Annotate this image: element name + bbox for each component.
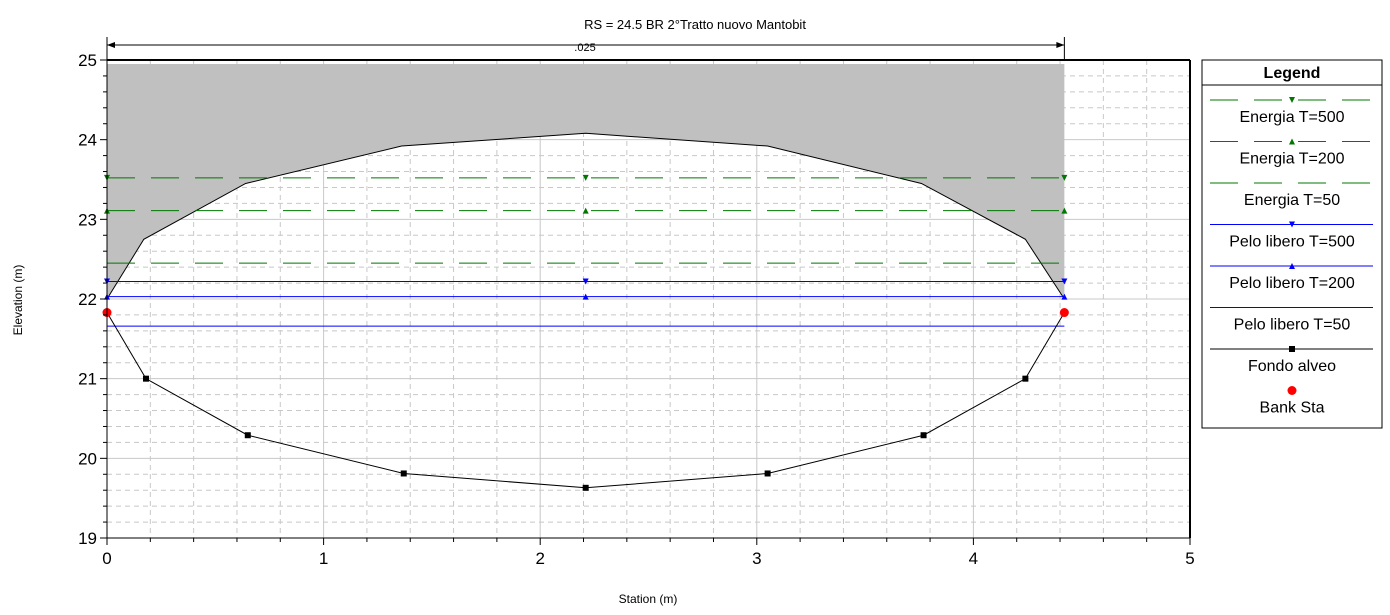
x-tick-label: 2 [535, 549, 544, 568]
point-bank-sta [1059, 308, 1069, 318]
legend-marker-fondo-alveo [1289, 346, 1295, 352]
marker-energia-t-500 [582, 174, 589, 181]
legend-marker-energia-t-500 [1289, 97, 1295, 103]
marker-pelo-libero-t-200 [582, 293, 589, 300]
roughness-label: .025 [574, 42, 595, 54]
legend-marker-energia-t-200 [1289, 138, 1295, 145]
legend-label-pelo-libero-t-50: Pelo libero T=50 [1234, 317, 1351, 334]
y-tick-label: 23 [78, 210, 97, 229]
legend-label-pelo-libero-t-500: Pelo libero T=500 [1229, 234, 1355, 251]
legend-label-fondo-alveo: Fondo alveo [1248, 358, 1336, 375]
legend-marker-pelo-libero-t-500 [1289, 221, 1295, 228]
y-axis-label: Elevation (m) [11, 265, 25, 336]
point-fondo-alveo [920, 432, 927, 439]
point-fondo-alveo [142, 375, 149, 382]
point-fondo-alveo [244, 432, 251, 439]
arrow-head-right [1056, 42, 1065, 48]
legend-label-energia-t-50: Energia T=50 [1244, 192, 1340, 209]
point-fondo-alveo [582, 484, 589, 491]
marker-energia-t-500 [1061, 174, 1068, 181]
y-tick-label: 20 [78, 449, 97, 468]
x-tick-label: 5 [1185, 549, 1194, 568]
legend: Legend Energia T=500 Energia T=200 Energia… [1201, 59, 1383, 429]
bridge-deck [106, 63, 1065, 300]
x-tick-label: 1 [319, 549, 328, 568]
legend-label-bank-sta: Bank Sta [1260, 400, 1325, 417]
x-tick-label: 0 [102, 549, 111, 568]
bridge-low-chord [106, 132, 1065, 300]
marker-energia-t-200 [1061, 207, 1068, 214]
series-line-fondo-alveo [106, 312, 1065, 489]
x-axis-label: Station (m) [619, 592, 678, 606]
legend-label-energia-t-500: Energia T=500 [1239, 109, 1344, 126]
marker-energia-t-200 [582, 207, 589, 214]
y-tick-label: 25 [78, 51, 97, 70]
marker-pelo-libero-t-200 [1061, 293, 1068, 300]
x-tick-label: 3 [752, 549, 761, 568]
point-fondo-alveo [400, 470, 407, 477]
legend-box [1201, 59, 1383, 429]
y-tick-label: 24 [78, 131, 97, 150]
point-fondo-alveo [1022, 375, 1029, 382]
arrow-head-left [107, 42, 115, 48]
y-tick-label: 21 [78, 370, 97, 389]
x-tick-label: 4 [969, 549, 978, 568]
legend-marker-pelo-libero-t-200 [1289, 263, 1295, 269]
bridge-deck-fill [107, 63, 1065, 299]
marker-pelo-libero-t-500 [582, 278, 589, 285]
marker-pelo-libero-t-500 [1061, 278, 1068, 285]
y-tick-label: 22 [78, 290, 97, 309]
legend-title: Legend [1264, 65, 1321, 82]
y-tick-label: 19 [78, 529, 97, 548]
series-layer [102, 174, 1069, 491]
axes [100, 37, 1191, 545]
legend-label-pelo-libero-t-200: Pelo libero T=200 [1229, 275, 1355, 292]
chart-title: RS = 24.5 BR 2°Tratto nuovo Mantobit [584, 17, 806, 32]
legend-label-energia-t-200: Energia T=200 [1239, 151, 1344, 168]
point-fondo-alveo [764, 470, 771, 477]
legend-marker-bank-sta [1287, 386, 1297, 395]
